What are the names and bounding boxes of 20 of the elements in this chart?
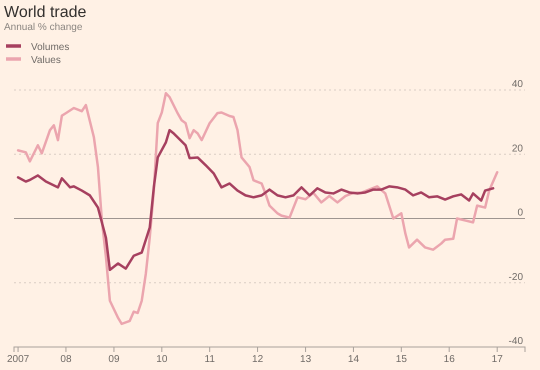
y-tick-label: 20 — [512, 143, 524, 154]
y-tick-label: -20 — [508, 272, 524, 283]
x-tick-label: 2007 — [6, 354, 30, 366]
chart-title: World trade — [4, 4, 87, 21]
x-tick-label: 09 — [108, 354, 120, 366]
x-tick-label: 17 — [492, 354, 504, 366]
x-tick-label: 12 — [252, 354, 264, 366]
x-tick-label: 10 — [156, 354, 168, 366]
legend-label: Values — [31, 55, 61, 66]
y-tick-label: 0 — [517, 208, 524, 218]
legend-label: Volumes — [31, 42, 70, 53]
x-tick-label: 11 — [204, 354, 216, 366]
x-tick-label: 08 — [60, 354, 72, 366]
x-tick-label: 13 — [300, 354, 312, 366]
x-tick-label: 16 — [444, 354, 456, 366]
y-tick-label: 40 — [512, 79, 524, 90]
x-tick-label: 14 — [348, 354, 360, 366]
x-tick-label: 15 — [396, 354, 408, 366]
y-tick-label: -40 — [508, 336, 524, 347]
chart-subtitle: Annual % change — [4, 22, 83, 33]
